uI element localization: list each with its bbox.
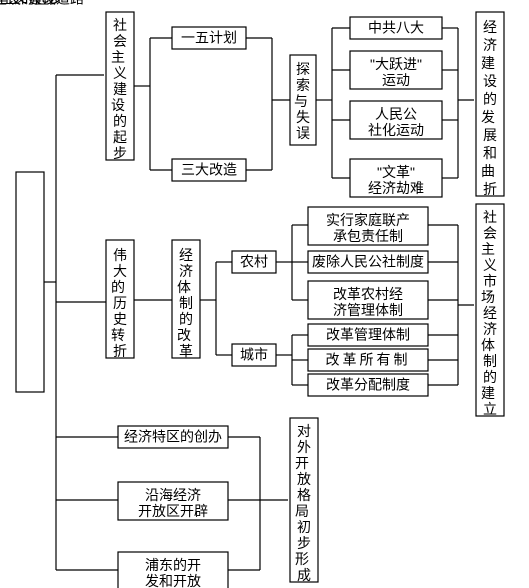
node-col2-a: 社会主 义建设 的起步	[106, 12, 134, 161]
s2-label: 社会主 义市场 经济体 制的建 立	[481, 209, 499, 417]
node-s2: 社会主 义市场 经济体 制的建 立	[476, 204, 504, 417]
root-node: 中国特色社会主义建设道路	[0, 0, 84, 392]
node-col3-a2: 三大改造	[172, 159, 246, 181]
node-r3: 改革农村经济管理体制	[308, 281, 428, 319]
node-urban: 城市	[232, 344, 276, 366]
u3-label: 改革分配制度	[326, 377, 410, 393]
col2-b-label: 伟大的 历史转 折	[111, 247, 129, 359]
col3-a2-label: 三大改造	[181, 162, 237, 178]
col3-b1-label: 经济体 制的改 革	[177, 247, 195, 359]
node-e3: 人民公社化运动	[350, 101, 442, 139]
r2-label: 废除人民公社制度	[312, 254, 424, 270]
node-s1: 经济建 设的发 展和曲 折	[476, 12, 504, 197]
r1-label: 实行家庭联产承包责任制	[326, 212, 410, 244]
node-col2-d: 沿海经济开放区开辟	[118, 482, 228, 520]
explore-label: 探索与 失误	[294, 61, 312, 141]
u1-label: 改革管理体制	[326, 327, 410, 343]
r3-label: 改革农村经济管理体制	[333, 286, 403, 318]
node-u1: 改革管理体制	[308, 324, 428, 346]
node-e1: 中共八大	[350, 17, 442, 39]
e3-label: 人民公社化运动	[368, 106, 424, 138]
node-explore: 探索与 失误	[290, 55, 316, 145]
node-e2: "大跃进"运动	[350, 51, 442, 89]
node-e4: "文革"经济劫难	[350, 159, 442, 197]
e1-label: 中共八大	[368, 20, 424, 36]
node-col2-e: 浦东的开发和开放	[118, 552, 228, 588]
col2-a-label: 社会主义建设的起步	[0, 0, 63, 7]
node-rural: 农村	[232, 251, 276, 273]
node-open: 对外开 放格局 初步形 成	[290, 418, 318, 583]
node-col3-a1: 一五计划	[172, 27, 246, 49]
node-col3-b1: 经济体 制的改 革	[172, 240, 200, 359]
rural-label: 农村	[240, 254, 268, 270]
node-col2-c: 经济特区的创办	[118, 426, 228, 448]
node-u2: 改革所有制	[308, 349, 428, 371]
node-u3: 改革分配制度	[308, 374, 428, 396]
col2-e-label: 浦东的开发和开放	[145, 557, 201, 588]
u2-label: 改革所有制	[326, 352, 411, 368]
open-label: 对外开 放格局 初步形 成	[295, 423, 313, 583]
col2-d-label: 沿海经济开放区开辟	[138, 487, 208, 519]
node-col2-b: 伟大的 历史转 折	[106, 240, 134, 359]
col2-c-label: 经济特区的创办	[124, 429, 222, 445]
col3-a1-label: 一五计划	[181, 30, 237, 46]
col2-a-label: 社会主 义建设 的起步	[111, 17, 129, 161]
node-r1: 实行家庭联产承包责任制	[308, 207, 428, 245]
node-r2: 废除人民公社制度	[308, 251, 428, 273]
urban-label: 城市	[240, 347, 268, 363]
